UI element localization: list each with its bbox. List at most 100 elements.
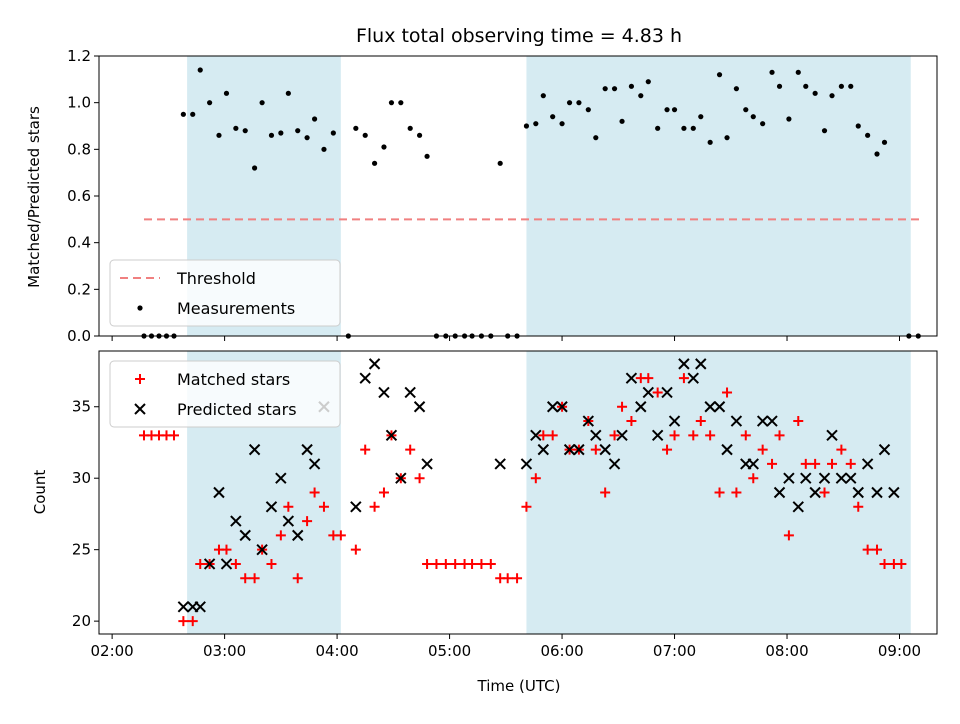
predicted-point (730, 415, 743, 427)
matched-point (783, 530, 794, 541)
predicted-point (861, 458, 874, 470)
matched-point (318, 501, 329, 512)
matched-point (405, 444, 416, 455)
y-tick-label: 30 (72, 469, 91, 487)
y-tick-label: 0.4 (67, 234, 91, 252)
matched-point (740, 430, 751, 441)
predicted-point (378, 386, 390, 399)
count-panel: 20 25 30 35 02:00 03:00 04:00 05:00 06:00 07:00 08… (72, 350, 938, 660)
measurement-point (252, 165, 258, 171)
matched-point (652, 387, 663, 398)
matched-point (369, 501, 380, 512)
measurement-point (407, 125, 413, 131)
matched-point (275, 530, 286, 541)
measurement-point (353, 125, 359, 131)
matched-point (249, 573, 260, 584)
x-tick-label: 08:00 (765, 642, 808, 660)
matched-point (688, 430, 699, 441)
predicted-point (766, 415, 778, 427)
predicted-point (721, 443, 733, 456)
measurement-point (786, 116, 792, 122)
matched-point (836, 444, 847, 455)
measurement-point (233, 125, 239, 131)
measurement-point (655, 125, 661, 131)
matched-point (810, 458, 821, 469)
measurement-point (750, 114, 756, 120)
measurement-point (197, 67, 203, 73)
matched-point (187, 616, 198, 627)
measurement-point (321, 146, 327, 152)
measurement-point (874, 151, 880, 157)
measurement-point (638, 93, 644, 99)
matched-point (609, 430, 620, 441)
measurement-point (285, 90, 291, 96)
measurement-point (497, 160, 503, 166)
measurement-point (803, 83, 809, 89)
measurement-point (707, 139, 713, 145)
x-tick-label: 05:00 (428, 642, 471, 660)
matched-point (853, 501, 864, 512)
predicted-point (713, 401, 726, 413)
measurement-point (533, 121, 539, 127)
matched-point (669, 430, 680, 441)
y-tick-label: 1.0 (67, 94, 91, 112)
matched-point (626, 416, 637, 427)
predicted-point (651, 429, 664, 442)
matched-point (450, 558, 461, 569)
measurement-point (698, 114, 704, 120)
ratio-panel: 0.0 0.2 0.4 0.6 0.8 1.0 1.2 Threshold Measuremen… (67, 47, 938, 345)
predicted-point (230, 515, 242, 527)
predicted-point (537, 443, 550, 456)
matched-point (422, 558, 433, 569)
predicted-point (520, 458, 533, 470)
matched-point (538, 430, 549, 441)
panel-frame (98, 350, 938, 635)
predicted-point (239, 529, 251, 542)
predicted-point (556, 401, 568, 413)
matched-point (309, 487, 320, 498)
measurement-point (304, 135, 310, 141)
measurement-point (576, 100, 582, 106)
matched-point (335, 530, 346, 541)
measurement-point (242, 128, 248, 134)
matched-point (521, 501, 532, 512)
matched-point (240, 573, 251, 584)
y-tick-label: 0.2 (67, 280, 91, 298)
predicted-point (845, 472, 857, 484)
measurement-point (716, 72, 723, 78)
x-tick-label: 03:00 (203, 642, 246, 660)
predicted-point (783, 472, 795, 484)
matched-point (714, 487, 725, 498)
predicted-point (368, 358, 381, 370)
legend-label: Threshold (176, 269, 256, 288)
predicted-point (308, 458, 321, 470)
measurement-point (602, 86, 608, 92)
matched-point (722, 387, 733, 398)
measurement-point (681, 125, 687, 131)
matched-point (879, 558, 890, 569)
legend-matched-swatch (135, 374, 145, 384)
matched-point (485, 558, 496, 569)
matched-point (440, 558, 451, 569)
x-tick-label: 04:00 (315, 642, 358, 660)
measurement-point (190, 111, 196, 117)
measurement-point (388, 100, 395, 106)
matched-point (378, 487, 389, 498)
matched-point (845, 458, 856, 469)
legend-predicted-swatch (134, 403, 146, 415)
predicted-point (213, 486, 225, 499)
measurement-point (664, 107, 670, 113)
predicted-point (265, 501, 278, 513)
matched-point (695, 416, 706, 427)
matched-point (662, 444, 673, 455)
matched-point (896, 558, 907, 569)
predicted-point (818, 472, 831, 484)
series-matched-stars (138, 373, 907, 627)
measurement-point (690, 125, 696, 131)
matched-point (774, 430, 785, 441)
measurement-point (795, 69, 801, 75)
matched-point (168, 430, 179, 441)
matched-point (350, 544, 361, 555)
predicted-point (203, 558, 216, 570)
matched-point (547, 430, 558, 441)
